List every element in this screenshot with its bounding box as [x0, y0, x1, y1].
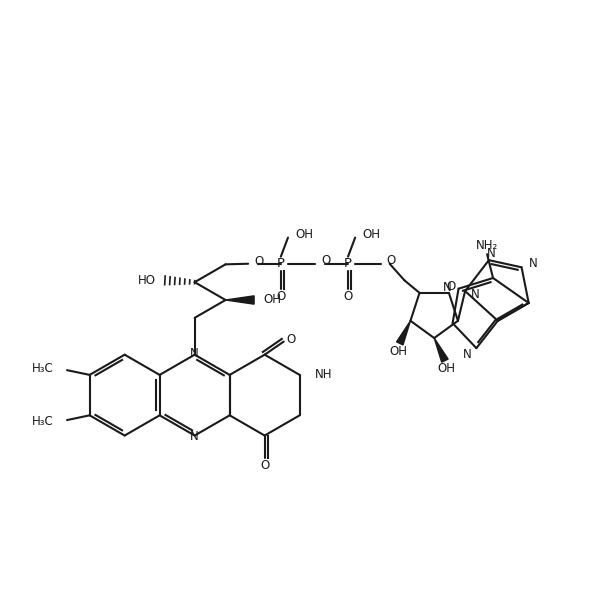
Text: OH: OH [389, 345, 407, 358]
Text: N: N [487, 247, 495, 260]
Polygon shape [397, 321, 410, 345]
Text: O: O [446, 280, 456, 293]
Text: OH: OH [362, 227, 380, 241]
Text: N: N [471, 288, 480, 301]
Text: H₃C: H₃C [32, 362, 54, 376]
Text: OH: OH [263, 293, 281, 306]
Text: N: N [463, 347, 472, 361]
Text: O: O [286, 333, 295, 346]
Text: N: N [190, 347, 199, 360]
Text: OH: OH [437, 362, 455, 376]
Text: N: N [443, 281, 451, 294]
Text: N: N [190, 430, 199, 443]
Text: N: N [529, 257, 538, 270]
Text: P: P [344, 257, 352, 270]
Text: OH: OH [295, 227, 313, 241]
Text: O: O [254, 255, 263, 268]
Text: P: P [277, 257, 285, 270]
Polygon shape [434, 338, 448, 362]
Text: NH: NH [314, 368, 332, 382]
Text: O: O [343, 290, 353, 303]
Text: O: O [386, 254, 396, 266]
Polygon shape [226, 296, 254, 304]
Text: HO: HO [138, 274, 156, 287]
Text: O: O [276, 290, 286, 303]
Text: H₃C: H₃C [32, 415, 54, 428]
Text: O: O [260, 460, 269, 472]
Text: O: O [321, 254, 331, 266]
Text: NH₂: NH₂ [476, 239, 498, 253]
